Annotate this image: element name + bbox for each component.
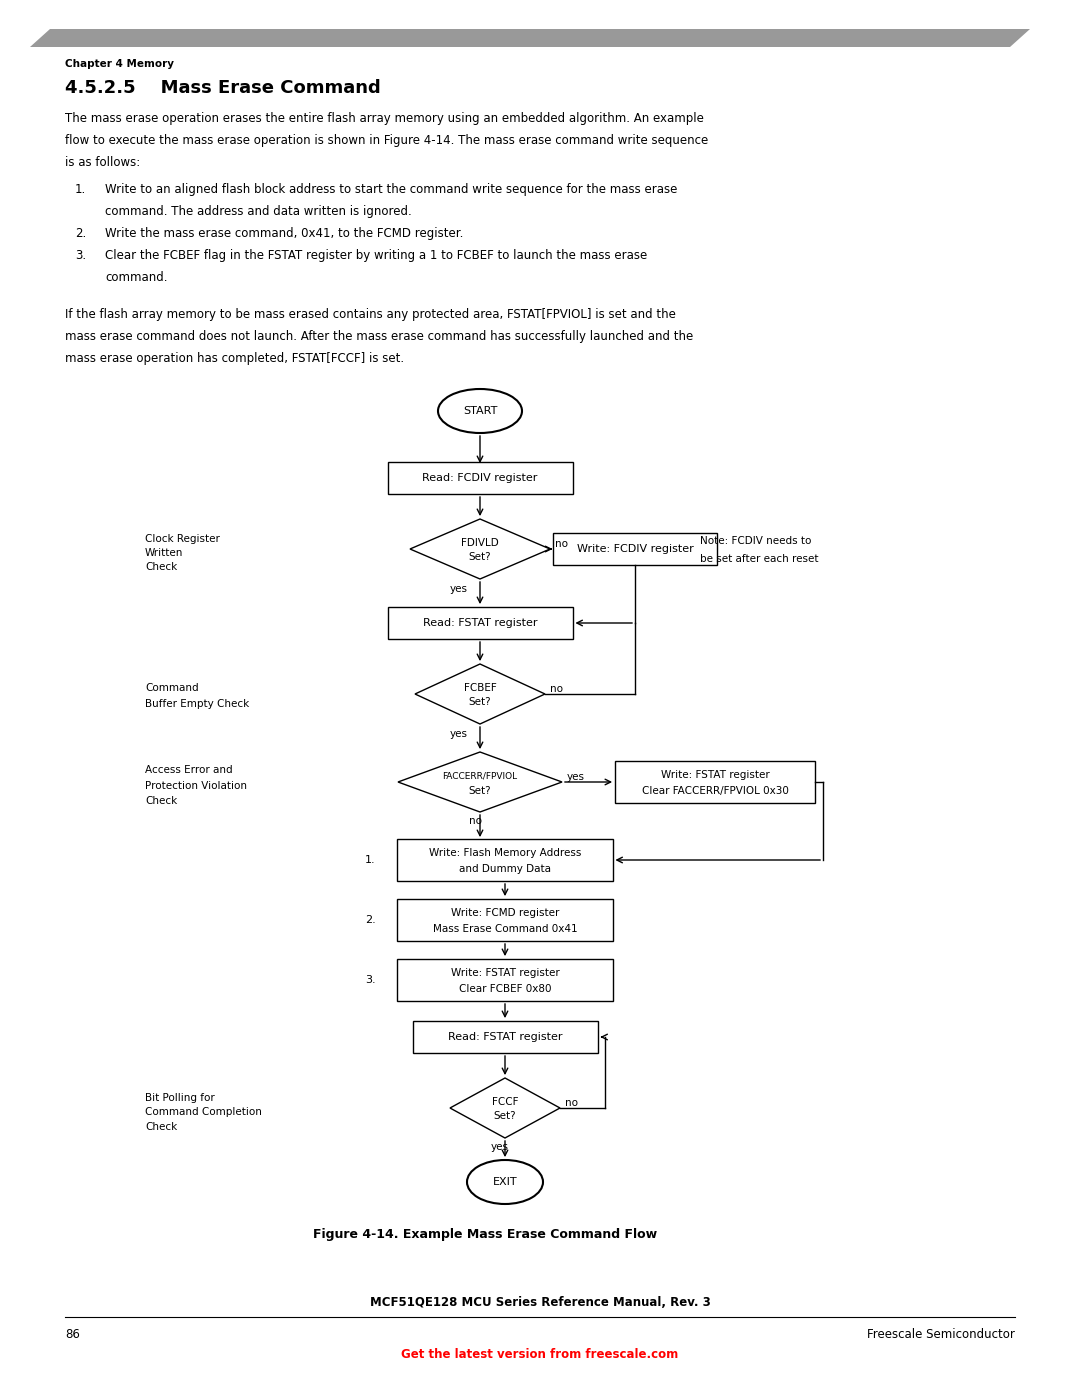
Text: Write: FCDIV register: Write: FCDIV register: [577, 543, 693, 555]
Text: Freescale Semiconductor: Freescale Semiconductor: [867, 1329, 1015, 1341]
FancyBboxPatch shape: [397, 840, 612, 882]
Text: Write: FSTAT register: Write: FSTAT register: [450, 968, 559, 978]
Text: Clear the FCBEF flag in the FSTAT register by writing a 1 to FCBEF to launch the: Clear the FCBEF flag in the FSTAT regist…: [105, 249, 647, 263]
FancyBboxPatch shape: [397, 900, 612, 942]
Text: Write the mass erase command, 0x41, to the FCMD register.: Write the mass erase command, 0x41, to t…: [105, 226, 463, 240]
Text: Set?: Set?: [469, 552, 491, 562]
Text: yes: yes: [491, 1141, 509, 1153]
Text: no: no: [565, 1098, 578, 1108]
Text: Clear FCBEF 0x80: Clear FCBEF 0x80: [459, 983, 551, 995]
Text: Check: Check: [145, 1122, 177, 1132]
Ellipse shape: [438, 388, 522, 433]
Text: Read: FSTAT register: Read: FSTAT register: [448, 1032, 563, 1042]
FancyBboxPatch shape: [553, 534, 717, 564]
Text: Mass Erase Command 0x41: Mass Erase Command 0x41: [433, 923, 578, 935]
Polygon shape: [30, 29, 1030, 47]
Text: MCF51QE128 MCU Series Reference Manual, Rev. 3: MCF51QE128 MCU Series Reference Manual, …: [369, 1295, 711, 1309]
Polygon shape: [450, 1078, 561, 1139]
Text: yes: yes: [450, 584, 468, 594]
Text: Protection Violation: Protection Violation: [145, 781, 247, 791]
Text: The mass erase operation erases the entire flash array memory using an embedded : The mass erase operation erases the enti…: [65, 112, 704, 124]
FancyBboxPatch shape: [388, 608, 572, 638]
Text: Buffer Empty Check: Buffer Empty Check: [145, 698, 249, 710]
Text: START: START: [463, 407, 497, 416]
Text: no: no: [550, 685, 563, 694]
Text: 2.: 2.: [365, 915, 376, 925]
Text: Check: Check: [145, 562, 177, 571]
Text: no: no: [555, 539, 568, 549]
Polygon shape: [415, 664, 545, 724]
Text: Note: FCDIV needs to: Note: FCDIV needs to: [700, 536, 811, 546]
Text: 4.5.2.5    Mass Erase Command: 4.5.2.5 Mass Erase Command: [65, 80, 381, 96]
Text: 86: 86: [65, 1329, 80, 1341]
Text: If the flash array memory to be mass erased contains any protected area, FSTAT[F: If the flash array memory to be mass era…: [65, 307, 676, 321]
Text: Write: Flash Memory Address: Write: Flash Memory Address: [429, 848, 581, 858]
Text: mass erase command does not launch. After the mass erase command has successfull: mass erase command does not launch. Afte…: [65, 330, 693, 344]
Text: Clock Register: Clock Register: [145, 534, 220, 543]
Text: Set?: Set?: [469, 697, 491, 707]
Text: 1.: 1.: [365, 855, 376, 865]
Text: Figure 4-14. Example Mass Erase Command Flow: Figure 4-14. Example Mass Erase Command …: [313, 1228, 657, 1241]
Text: 3.: 3.: [365, 975, 376, 985]
Text: FDIVLD: FDIVLD: [461, 538, 499, 548]
Text: Read: FSTAT register: Read: FSTAT register: [422, 617, 537, 629]
Text: Set?: Set?: [494, 1111, 516, 1120]
FancyBboxPatch shape: [615, 761, 815, 803]
Text: Written: Written: [145, 548, 184, 557]
Text: EXIT: EXIT: [492, 1178, 517, 1187]
Ellipse shape: [467, 1160, 543, 1204]
Text: Check: Check: [145, 796, 177, 806]
Polygon shape: [399, 752, 562, 812]
Text: FCBEF: FCBEF: [463, 683, 497, 693]
Text: is as follows:: is as follows:: [65, 156, 140, 169]
Text: 1.: 1.: [75, 183, 86, 196]
Text: Get the latest version from freescale.com: Get the latest version from freescale.co…: [402, 1348, 678, 1362]
Text: FCCF: FCCF: [491, 1097, 518, 1106]
FancyBboxPatch shape: [388, 462, 572, 495]
Text: Write to an aligned flash block address to start the command write sequence for : Write to an aligned flash block address …: [105, 183, 677, 196]
Text: Set?: Set?: [469, 787, 491, 796]
Polygon shape: [410, 520, 550, 578]
Text: 3.: 3.: [75, 249, 86, 263]
Text: 2.: 2.: [75, 226, 86, 240]
Text: Bit Polling for: Bit Polling for: [145, 1092, 215, 1104]
Text: no: no: [469, 816, 482, 826]
Text: Read: FCDIV register: Read: FCDIV register: [422, 474, 538, 483]
Text: and Dummy Data: and Dummy Data: [459, 863, 551, 875]
Text: Command: Command: [145, 683, 199, 693]
Text: FACCERR/FPVIOL: FACCERR/FPVIOL: [443, 771, 517, 781]
Text: flow to execute the mass erase operation is shown in Figure 4-14. The mass erase: flow to execute the mass erase operation…: [65, 134, 708, 147]
Text: Clear FACCERR/FPVIOL 0x30: Clear FACCERR/FPVIOL 0x30: [642, 787, 788, 796]
Text: yes: yes: [567, 773, 585, 782]
Text: Command Completion: Command Completion: [145, 1106, 261, 1118]
Text: mass erase operation has completed, FSTAT[FCCF] is set.: mass erase operation has completed, FSTA…: [65, 352, 404, 365]
Text: Chapter 4 Memory: Chapter 4 Memory: [65, 59, 174, 68]
Text: yes: yes: [450, 729, 468, 739]
Text: command. The address and data written is ignored.: command. The address and data written is…: [105, 205, 411, 218]
Text: Access Error and: Access Error and: [145, 766, 232, 775]
Text: Write: FCMD register: Write: FCMD register: [450, 908, 559, 918]
FancyBboxPatch shape: [413, 1021, 597, 1053]
FancyBboxPatch shape: [397, 958, 612, 1002]
Text: Write: FSTAT register: Write: FSTAT register: [661, 770, 769, 780]
Text: be set after each reset: be set after each reset: [700, 555, 819, 564]
Text: command.: command.: [105, 271, 167, 284]
